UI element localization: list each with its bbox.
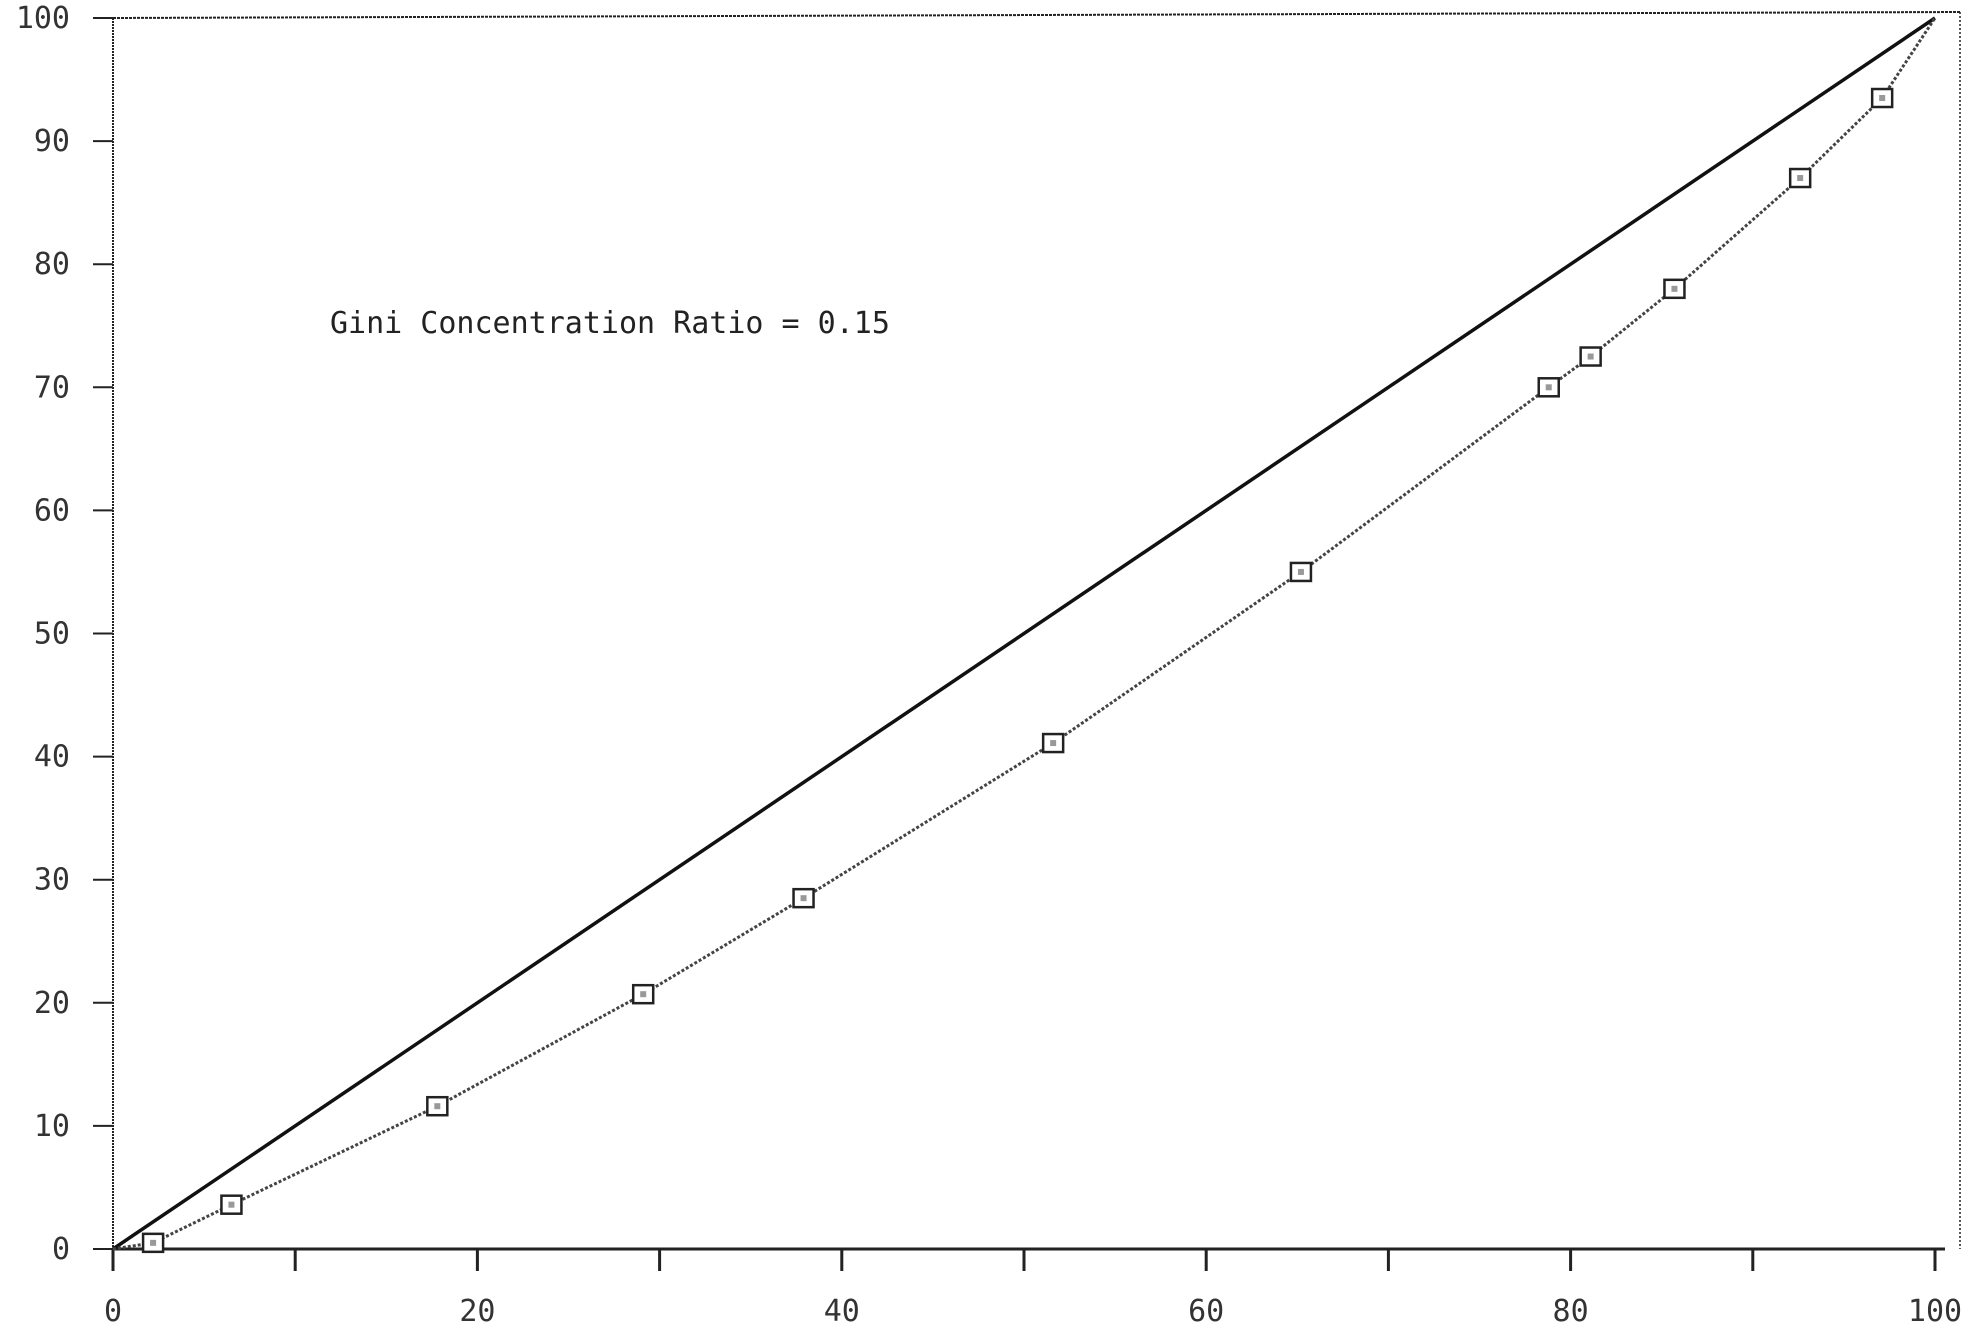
- gini-annotation: Gini Concentration Ratio = 0.15: [330, 306, 890, 341]
- y-tick-label: 40: [34, 740, 70, 775]
- y-tick-label: 60: [34, 493, 70, 528]
- data-point-marker: [220, 1194, 243, 1215]
- data-point-marker: [1537, 377, 1560, 398]
- data-point-marker: [141, 1232, 165, 1254]
- axis-ticks: 0 10 20 30 40 50 60 70 80 90 100 0 20 40 60 80 100: [16, 1, 1962, 1329]
- y-tick-label: 70: [34, 370, 70, 405]
- y-tick-label: 30: [34, 863, 70, 898]
- y-tick-label: 80: [34, 247, 70, 282]
- series-lines: [112, 16, 1937, 1251]
- data-point-marker: [1870, 87, 1894, 109]
- x-tick-label: 80: [1553, 1294, 1589, 1329]
- y-tick-label: 100: [16, 1, 70, 36]
- data-point-marker: [792, 887, 815, 909]
- x-tick-label: 40: [824, 1294, 860, 1329]
- series-markers: [141, 87, 1894, 1254]
- data-point-marker: [1788, 167, 1812, 189]
- data-point-marker: [1041, 732, 1065, 754]
- y-tick-label: 10: [34, 1109, 70, 1144]
- lorenz-curve-line: [112, 17, 1937, 1251]
- x-tick-label: 100: [1908, 1294, 1962, 1329]
- top-border: [112, 11, 1961, 19]
- equality-line: [112, 16, 1936, 1251]
- y-tick-label: 50: [34, 617, 70, 652]
- x-tick-label: 0: [104, 1294, 122, 1329]
- y-tick-label: 20: [34, 986, 70, 1021]
- plot-frame: [112, 11, 1961, 1259]
- y-tick-label: 0: [52, 1232, 70, 1267]
- data-point-marker: [1289, 561, 1313, 583]
- data-point-marker: [1579, 346, 1602, 367]
- data-point-marker: [631, 983, 655, 1005]
- data-point-marker: [1663, 278, 1686, 300]
- x-tick-label: 20: [459, 1294, 495, 1329]
- x-tick-label: 60: [1188, 1294, 1224, 1329]
- y-tick-label: 90: [34, 124, 70, 159]
- data-point-marker: [426, 1095, 449, 1117]
